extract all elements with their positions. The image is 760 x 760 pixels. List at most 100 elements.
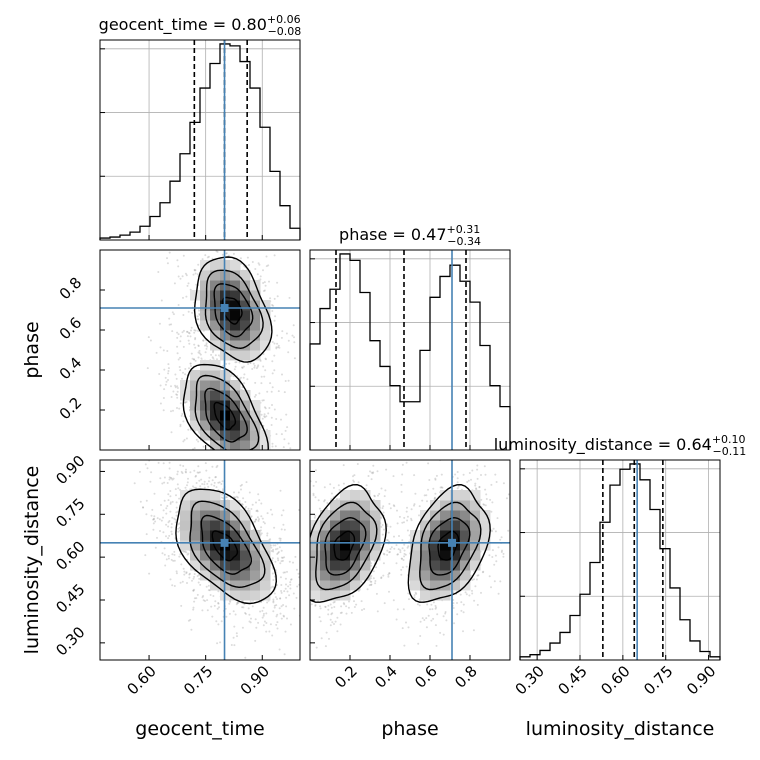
sample-point — [273, 297, 276, 300]
sample-point — [284, 380, 287, 382]
sample-point — [413, 594, 416, 597]
sample-point — [389, 548, 392, 550]
sample-point — [159, 477, 162, 480]
density-cell — [200, 490, 211, 501]
sample-point — [189, 362, 192, 365]
sample-point — [283, 615, 285, 618]
sample-point — [385, 468, 388, 471]
sample-point — [272, 601, 275, 604]
sample-point — [375, 592, 378, 595]
sample-point — [400, 557, 403, 560]
sample-point — [178, 555, 181, 558]
sample-point — [198, 573, 200, 576]
sample-point — [468, 472, 471, 474]
sample-point — [488, 575, 491, 578]
sample-point — [217, 602, 220, 604]
sample-point — [370, 478, 373, 481]
sample-point — [275, 615, 278, 618]
sample-point — [270, 424, 273, 426]
sample-point — [174, 488, 177, 491]
density-cell — [230, 440, 241, 450]
sample-point — [401, 539, 404, 542]
density-cell — [210, 520, 221, 531]
sample-point — [222, 488, 224, 491]
density-cell — [180, 380, 191, 391]
sample-point — [168, 476, 171, 479]
density-cell — [200, 550, 211, 561]
sample-point — [315, 646, 318, 649]
density-cell — [240, 420, 251, 431]
sample-point — [193, 600, 196, 603]
sample-point — [167, 499, 170, 502]
sample-point — [386, 549, 389, 552]
sample-point — [273, 592, 276, 595]
sample-point — [382, 552, 385, 555]
sample-point — [279, 597, 282, 600]
sample-point — [456, 487, 459, 490]
sample-point — [202, 599, 205, 602]
sample-point — [280, 418, 282, 421]
sample-point — [380, 577, 383, 580]
sample-point — [490, 586, 492, 589]
density-cell — [230, 350, 241, 361]
sample-point — [269, 297, 272, 300]
sample-point — [388, 551, 391, 554]
sample-point — [406, 506, 408, 509]
sample-point — [260, 382, 263, 385]
sample-point — [261, 616, 264, 619]
sample-point — [194, 359, 197, 362]
sample-point — [285, 605, 288, 608]
sample-point — [271, 513, 274, 516]
sample-point — [473, 599, 476, 602]
density-cell — [200, 320, 211, 331]
sample-point — [165, 558, 168, 561]
sample-point — [370, 471, 373, 474]
sample-point — [198, 313, 201, 315]
sample-point — [494, 473, 497, 476]
sample-point — [167, 370, 170, 372]
sample-point — [207, 584, 210, 587]
sample-point — [274, 445, 277, 448]
sample-point — [170, 410, 172, 413]
sample-point — [172, 559, 175, 562]
sample-point — [164, 564, 167, 567]
panel-2d-geocent_time-vs-phase — [99, 249, 301, 451]
sample-point — [280, 617, 283, 620]
sample-point — [168, 520, 171, 522]
panel-frame — [519, 459, 721, 661]
sample-point — [278, 607, 281, 610]
sample-point — [401, 566, 404, 569]
density-cell — [210, 280, 221, 291]
sample-point — [501, 549, 503, 552]
sample-point — [493, 580, 496, 583]
density-cell — [240, 320, 251, 331]
sample-point — [213, 484, 216, 487]
sample-point — [280, 556, 283, 559]
sample-point — [399, 549, 402, 552]
sample-point — [268, 630, 271, 633]
sample-point — [177, 333, 180, 336]
sample-point — [179, 581, 182, 584]
sample-point — [243, 382, 246, 385]
sample-point — [462, 611, 465, 614]
sample-point — [214, 476, 217, 478]
sample-point — [198, 349, 201, 352]
sample-point — [205, 347, 208, 350]
sample-point — [271, 341, 274, 343]
sample-point — [253, 364, 256, 367]
sample-point — [285, 583, 287, 586]
sample-point — [276, 281, 279, 284]
sample-point — [175, 393, 178, 396]
sample-point — [297, 572, 300, 575]
sample-point — [276, 613, 279, 616]
density-cell — [230, 570, 241, 581]
sample-point — [271, 572, 274, 575]
sample-point — [472, 629, 475, 632]
sample-point — [337, 484, 340, 487]
density-cell — [250, 320, 261, 331]
density-cell — [230, 520, 241, 531]
sample-point — [296, 585, 299, 588]
sample-point — [494, 554, 497, 557]
sample-point — [247, 363, 250, 365]
sample-point — [405, 461, 408, 464]
